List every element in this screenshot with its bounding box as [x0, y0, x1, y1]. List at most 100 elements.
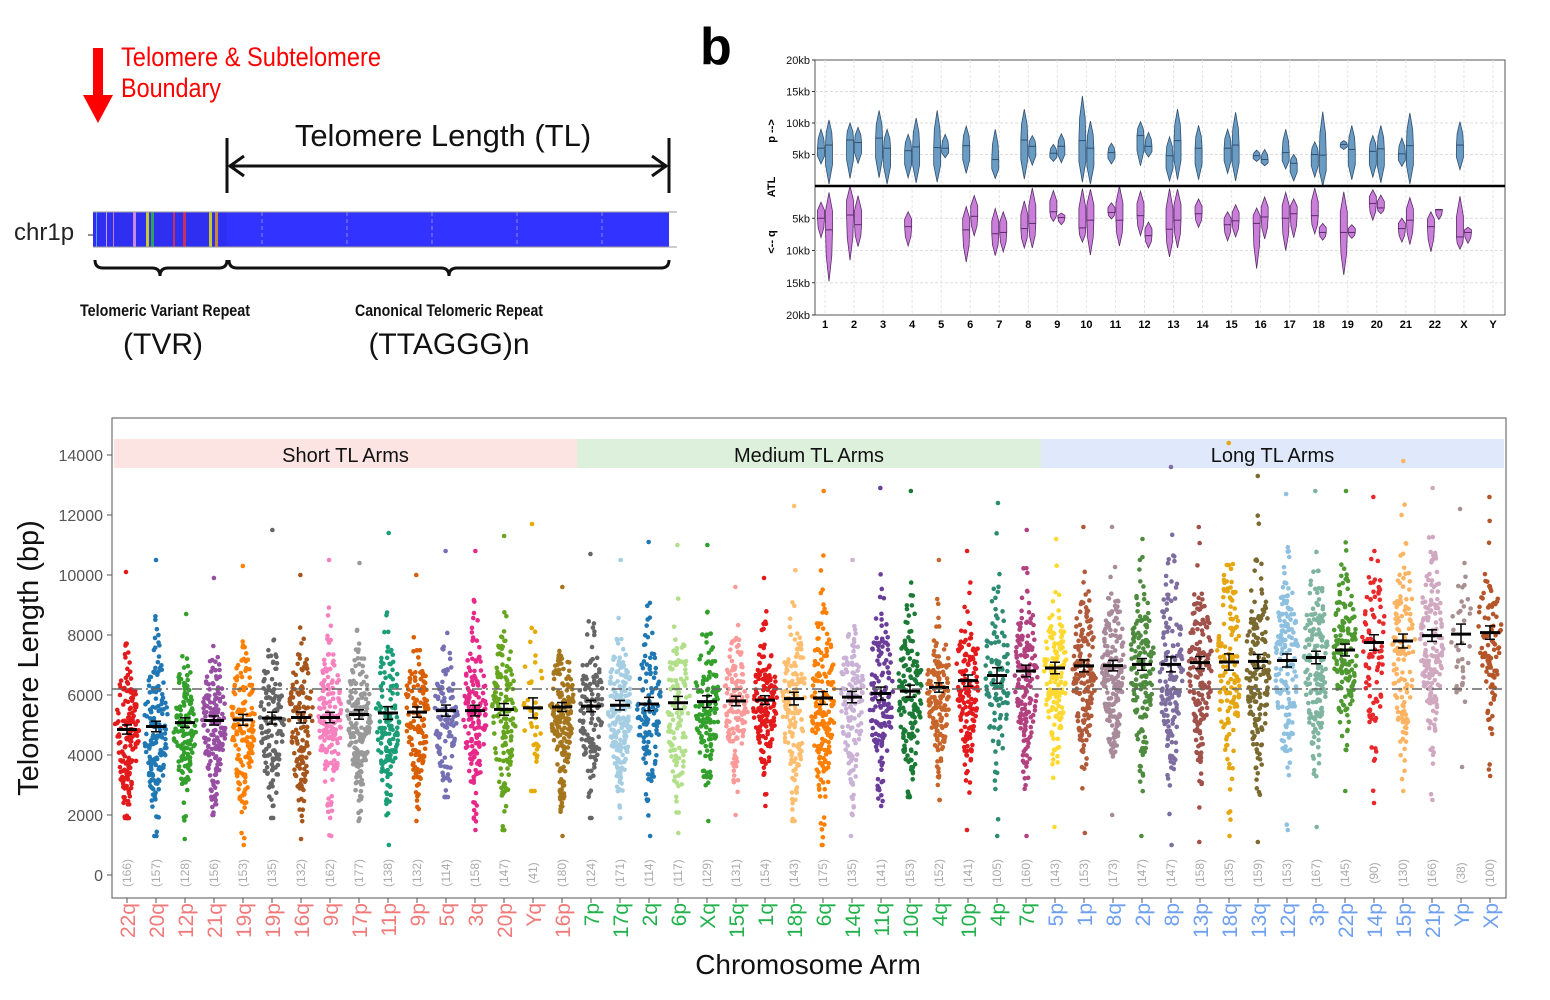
x-tick-label: 14q [842, 903, 865, 938]
data-point [783, 705, 788, 710]
data-point [625, 669, 631, 675]
data-point [147, 716, 153, 721]
count-label: (166) [120, 859, 134, 887]
data-point [897, 678, 902, 683]
data-point [299, 758, 305, 764]
data-point [580, 694, 585, 699]
violin-chart: 1 2 3 4 5 6 7 8 9 10 11 12 13 14 15 16 17 18 19 20 21 22 X Y20k… [766, 55, 1506, 331]
data-point [962, 657, 968, 663]
data-point [125, 798, 131, 804]
violin-q-13 [1165, 188, 1174, 258]
data-point [156, 640, 161, 645]
data-point [761, 771, 767, 777]
data-point [675, 596, 681, 601]
data-point [125, 759, 131, 764]
data-point [299, 641, 304, 646]
data-point [935, 737, 940, 743]
x-tick-label: 15 [1225, 319, 1237, 331]
violin-q-10 [1078, 188, 1087, 244]
data-point [896, 708, 902, 713]
data-point [452, 736, 457, 742]
data-point [669, 754, 674, 759]
data-point [595, 692, 601, 698]
data-point [440, 777, 446, 783]
count-label: (153) [236, 859, 250, 887]
count-label: (114) [439, 859, 453, 886]
data-point [641, 739, 647, 745]
data-point [266, 701, 271, 707]
group-label: Medium TL Arms [734, 445, 884, 467]
data-point [236, 752, 241, 758]
x-tick-label: 16q [291, 903, 314, 938]
data-point [185, 751, 191, 757]
data-point [622, 757, 628, 763]
data-point [618, 815, 623, 821]
data-point [924, 690, 930, 696]
data-point [874, 635, 879, 641]
data-point [626, 714, 631, 720]
data-point [772, 674, 778, 680]
data-point [351, 701, 357, 707]
data-point [911, 658, 917, 664]
data-point [639, 717, 644, 723]
data-point [681, 642, 686, 647]
data-point [503, 675, 508, 680]
data-point [125, 777, 131, 782]
data-point [615, 641, 621, 646]
data-point [390, 736, 396, 742]
data-point [846, 751, 851, 756]
data-point [740, 679, 746, 685]
data-point [321, 696, 327, 701]
data-point [826, 637, 832, 643]
data-point [498, 691, 504, 697]
data-point [618, 760, 623, 765]
data-point [433, 693, 438, 699]
data-point [279, 739, 285, 744]
data-point [616, 745, 621, 750]
violin-p-10 [1078, 95, 1087, 183]
data-point [591, 727, 597, 733]
data-point [761, 757, 767, 763]
data-point [799, 676, 805, 681]
data-point [671, 624, 677, 629]
data-point [329, 793, 335, 799]
data-point [934, 722, 940, 728]
data-point [851, 671, 857, 676]
data-point [128, 687, 134, 692]
data-point [609, 743, 615, 748]
data-point [442, 695, 447, 701]
data-point [879, 617, 884, 622]
violin-p-5 [933, 110, 942, 183]
data-point [989, 598, 995, 604]
data-point [885, 642, 891, 648]
data-point [496, 779, 502, 785]
data-point [1002, 633, 1007, 639]
data-point [386, 739, 392, 745]
data-point [128, 705, 134, 711]
data-point [404, 683, 410, 688]
data-point [936, 615, 941, 621]
data-point [944, 712, 949, 718]
data-point [734, 709, 739, 715]
data-point [338, 725, 344, 730]
data-point [185, 774, 190, 780]
data-point [637, 724, 643, 730]
boundary-label-line1: Telomere & Subtelomere [121, 42, 381, 72]
data-point [646, 739, 651, 745]
data-point [276, 728, 282, 734]
data-point [843, 740, 848, 745]
data-point [353, 663, 358, 669]
data-point [709, 647, 714, 652]
data-point [829, 663, 835, 669]
data-point [476, 770, 482, 776]
data-point [161, 680, 166, 685]
data-point [185, 663, 191, 669]
data-point [357, 793, 363, 799]
x-tick-label: 20 [1371, 319, 1383, 331]
data-point [847, 771, 852, 776]
data-point [269, 797, 274, 802]
data-point [451, 742, 456, 747]
data-point [180, 753, 186, 758]
data-point [593, 672, 599, 678]
data-point [882, 701, 887, 707]
